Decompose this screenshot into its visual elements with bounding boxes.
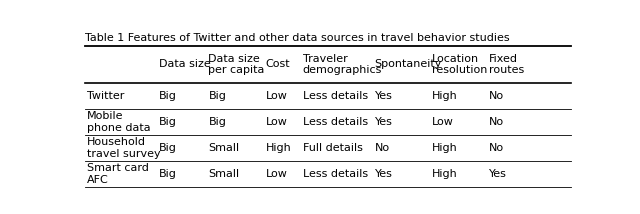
Text: Big: Big xyxy=(159,169,177,179)
Text: Household
travel survey: Household travel survey xyxy=(87,137,161,159)
Text: High: High xyxy=(431,169,458,179)
Text: No: No xyxy=(374,143,390,153)
Text: Mobile
phone data: Mobile phone data xyxy=(87,111,150,132)
Text: Yes: Yes xyxy=(489,169,507,179)
Text: Less details: Less details xyxy=(303,169,368,179)
Text: No: No xyxy=(489,91,504,101)
Text: Yes: Yes xyxy=(374,169,392,179)
Text: Less details: Less details xyxy=(303,91,368,101)
Text: Yes: Yes xyxy=(374,91,392,101)
Text: Less details: Less details xyxy=(303,117,368,127)
Text: High: High xyxy=(431,91,458,101)
Text: Table 1 Features of Twitter and other data sources in travel behavior studies: Table 1 Features of Twitter and other da… xyxy=(85,33,509,43)
Text: High: High xyxy=(266,143,291,153)
Text: Fixed
routes: Fixed routes xyxy=(489,54,524,75)
Text: Traveler
demographics: Traveler demographics xyxy=(303,54,382,75)
Text: Data size
per capita: Data size per capita xyxy=(209,54,265,75)
Text: No: No xyxy=(489,117,504,127)
Text: Low: Low xyxy=(266,91,287,101)
Text: Twitter: Twitter xyxy=(87,91,124,101)
Text: Cost: Cost xyxy=(266,59,290,69)
Text: Low: Low xyxy=(266,169,287,179)
Text: Low: Low xyxy=(266,117,287,127)
Text: Small: Small xyxy=(209,143,239,153)
Text: High: High xyxy=(431,143,458,153)
Text: Full details: Full details xyxy=(303,143,363,153)
Text: Smart card
AFC: Smart card AFC xyxy=(87,163,149,185)
Text: Yes: Yes xyxy=(374,117,392,127)
Text: Location
resolution: Location resolution xyxy=(431,54,487,75)
Text: Big: Big xyxy=(209,91,227,101)
Text: Small: Small xyxy=(209,169,239,179)
Text: Low: Low xyxy=(431,117,454,127)
Text: Big: Big xyxy=(159,143,177,153)
Text: Big: Big xyxy=(159,91,177,101)
Text: No: No xyxy=(489,143,504,153)
Text: Spontaneity: Spontaneity xyxy=(374,59,442,69)
Text: Big: Big xyxy=(209,117,227,127)
Text: Data size: Data size xyxy=(159,59,211,69)
Text: Big: Big xyxy=(159,117,177,127)
